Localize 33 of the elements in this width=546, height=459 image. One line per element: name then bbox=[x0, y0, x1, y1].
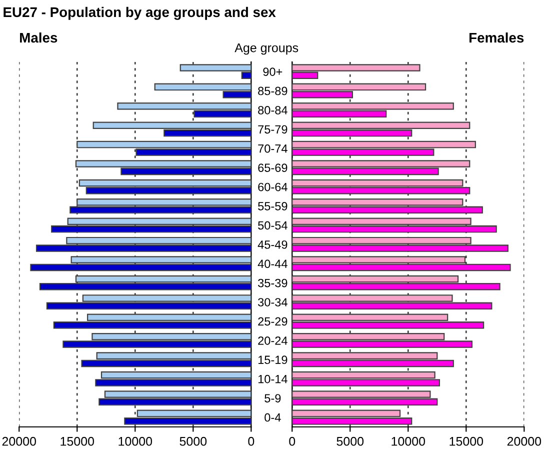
y-tick-label: 55-59 bbox=[258, 202, 288, 210]
y-tick-label: 45-49 bbox=[258, 240, 288, 249]
x-tick-label: 15000 bbox=[60, 436, 94, 446]
y-tick-label: 15-19 bbox=[258, 356, 288, 364]
y-tick-label: 90+ bbox=[263, 68, 282, 76]
chart-title: Females bbox=[470, 32, 524, 43]
y-tick-label: 70-74 bbox=[258, 144, 288, 153]
y-tick-label: 30-34 bbox=[258, 298, 288, 306]
x-tick-label: 20000 bbox=[2, 436, 36, 446]
y-tick-label: 50-54 bbox=[258, 221, 288, 230]
y-tick-label: 75-79 bbox=[258, 125, 288, 134]
x-tick-label: 15000 bbox=[450, 436, 484, 446]
y-tick-label: 65-69 bbox=[258, 164, 288, 172]
x-tick-label: 10000 bbox=[392, 436, 426, 446]
y-tick-label: 35-39 bbox=[258, 278, 288, 288]
chart-subtitle: Males bbox=[20, 32, 58, 43]
y-axis-title: Age groups bbox=[234, 43, 298, 55]
y-tick-label: 25-29 bbox=[258, 317, 288, 326]
y-tick-label: 80-84 bbox=[258, 106, 288, 114]
y-tick-label: 5-9 bbox=[264, 394, 281, 402]
y-tick-label: 60-64 bbox=[258, 182, 288, 192]
x-tick-label: 0 bbox=[248, 436, 254, 446]
y-tick-label: 85-89 bbox=[258, 86, 288, 96]
y-tick-label: 10-14 bbox=[258, 374, 288, 384]
x-tick-label: 20000 bbox=[507, 436, 542, 446]
x-tick-label: 5000 bbox=[180, 436, 207, 446]
x-tick-label: 5000 bbox=[336, 436, 364, 446]
x-tick-label: 10000 bbox=[118, 436, 152, 446]
y-tick-label: 0-4 bbox=[264, 413, 281, 422]
chart-title: EU27 - Population by age groups and sex bbox=[4, 6, 276, 20]
x-tick-label: 0 bbox=[289, 436, 296, 446]
y-tick-label: 20-24 bbox=[258, 336, 288, 345]
y-tick-label: 40-44 bbox=[258, 260, 288, 268]
